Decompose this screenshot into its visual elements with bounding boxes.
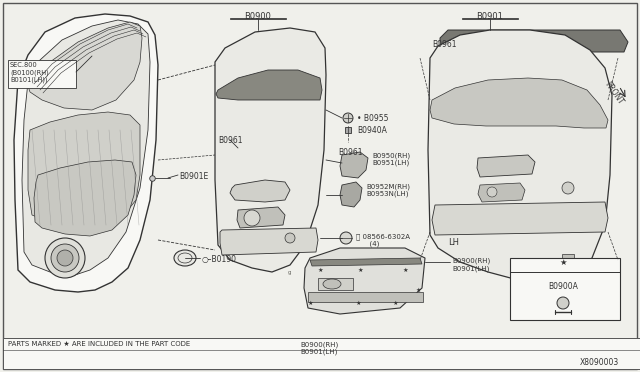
Text: ★: ★ bbox=[307, 301, 313, 305]
Text: X8090003: X8090003 bbox=[580, 358, 620, 367]
Text: B0961: B0961 bbox=[432, 40, 456, 49]
Polygon shape bbox=[428, 30, 612, 282]
Circle shape bbox=[285, 233, 295, 243]
Circle shape bbox=[340, 232, 352, 244]
Polygon shape bbox=[22, 20, 150, 276]
Circle shape bbox=[562, 182, 574, 194]
Text: B0900A: B0900A bbox=[548, 282, 578, 291]
Text: B0952M(RH)
B0953N(LH): B0952M(RH) B0953N(LH) bbox=[366, 183, 410, 197]
Polygon shape bbox=[230, 180, 290, 202]
Polygon shape bbox=[478, 183, 525, 202]
Text: • B0955: • B0955 bbox=[357, 114, 388, 123]
Polygon shape bbox=[477, 155, 535, 177]
Text: B0950(RH)
B0951(LH): B0950(RH) B0951(LH) bbox=[372, 152, 410, 166]
Polygon shape bbox=[304, 248, 425, 314]
Polygon shape bbox=[440, 30, 628, 52]
Text: ★: ★ bbox=[392, 301, 398, 305]
Polygon shape bbox=[14, 14, 158, 292]
Circle shape bbox=[557, 297, 569, 309]
Bar bbox=[8, 60, 76, 88]
Text: ★: ★ bbox=[559, 257, 567, 266]
Ellipse shape bbox=[174, 250, 196, 266]
Bar bbox=[562, 254, 574, 264]
Circle shape bbox=[57, 250, 73, 266]
Ellipse shape bbox=[323, 279, 341, 289]
Circle shape bbox=[51, 244, 79, 272]
Text: ○–B0190: ○–B0190 bbox=[202, 255, 237, 264]
Polygon shape bbox=[430, 78, 608, 128]
Polygon shape bbox=[216, 70, 322, 100]
Text: B0961: B0961 bbox=[218, 136, 243, 145]
Bar bbox=[462, 18, 518, 19]
Polygon shape bbox=[432, 202, 608, 235]
Polygon shape bbox=[34, 160, 136, 236]
Text: ★: ★ bbox=[317, 267, 323, 273]
Text: B0961: B0961 bbox=[338, 148, 362, 157]
Text: B0940A: B0940A bbox=[357, 126, 387, 135]
Text: ★: ★ bbox=[357, 267, 363, 273]
Text: B0901E: B0901E bbox=[179, 172, 208, 181]
Bar bbox=[230, 18, 286, 19]
Polygon shape bbox=[215, 28, 326, 272]
Text: B0900(RH)
B0901(LH): B0900(RH) B0901(LH) bbox=[300, 341, 339, 355]
Polygon shape bbox=[340, 182, 362, 207]
Text: g: g bbox=[288, 270, 291, 275]
Text: PARTS MARKED ★ ARE INCLUDED IN THE PART CODE: PARTS MARKED ★ ARE INCLUDED IN THE PART … bbox=[8, 341, 190, 347]
Text: FRONT: FRONT bbox=[603, 80, 625, 106]
Text: ★: ★ bbox=[402, 267, 408, 273]
Polygon shape bbox=[220, 228, 318, 255]
Text: SEC.800
(B0100(RH)
B0101(LH)): SEC.800 (B0100(RH) B0101(LH)) bbox=[10, 62, 49, 83]
Text: ★: ★ bbox=[415, 288, 421, 292]
Circle shape bbox=[244, 210, 260, 226]
Polygon shape bbox=[310, 258, 422, 266]
Polygon shape bbox=[237, 207, 285, 228]
Text: B0900(RH)
B0901(LH): B0900(RH) B0901(LH) bbox=[452, 258, 490, 272]
Text: LH: LH bbox=[448, 238, 459, 247]
Polygon shape bbox=[28, 22, 142, 110]
Bar bbox=[510, 258, 620, 320]
Polygon shape bbox=[28, 112, 140, 228]
Text: B0900: B0900 bbox=[244, 12, 271, 21]
Bar bbox=[308, 292, 423, 302]
Text: B0901: B0901 bbox=[477, 12, 504, 21]
Circle shape bbox=[487, 187, 497, 197]
Text: Ⓢ 08566-6302A
      (4): Ⓢ 08566-6302A (4) bbox=[356, 233, 410, 247]
Bar bbox=[318, 278, 353, 290]
Bar bbox=[3, 338, 640, 369]
Circle shape bbox=[343, 113, 353, 123]
Circle shape bbox=[45, 238, 85, 278]
Polygon shape bbox=[340, 152, 368, 178]
Text: ★: ★ bbox=[355, 301, 361, 305]
